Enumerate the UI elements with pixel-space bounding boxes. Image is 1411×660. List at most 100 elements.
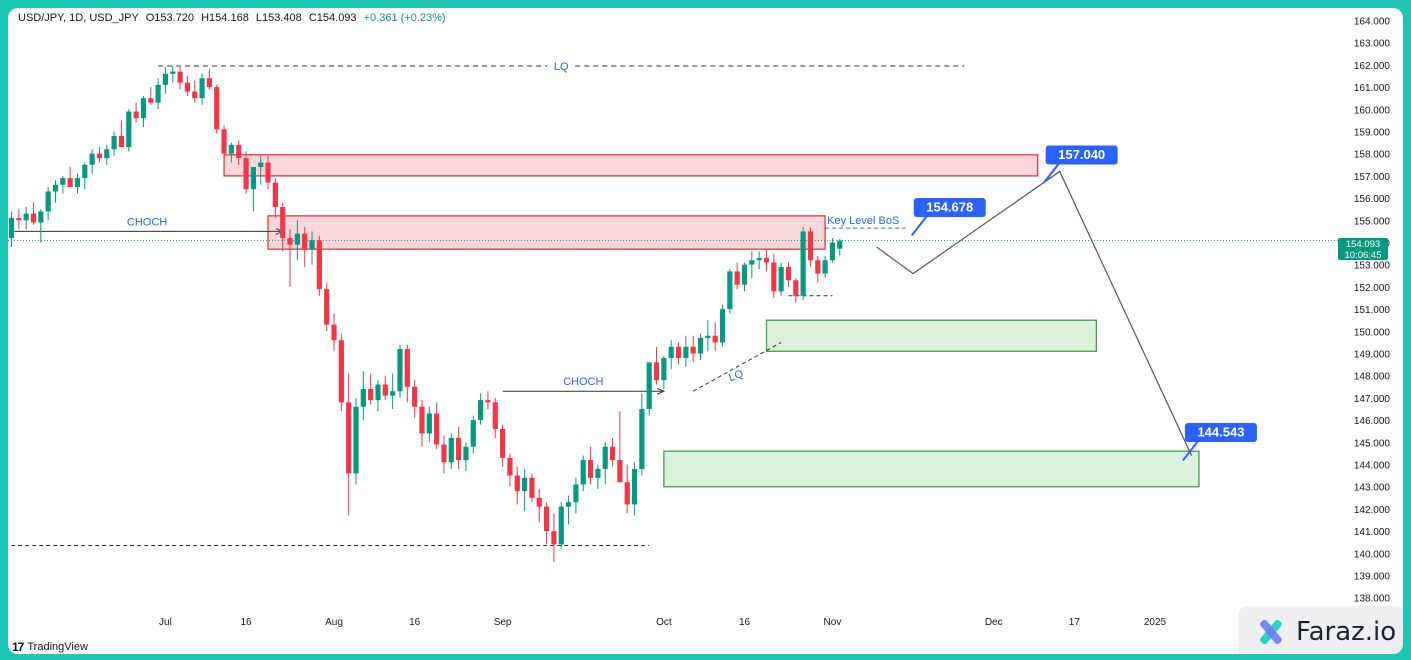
tradingview-label: TradingView	[27, 641, 88, 653]
target-price-label: 144.543	[1197, 424, 1244, 439]
candle-down	[287, 238, 293, 245]
candle-up	[426, 413, 432, 434]
open-value: 153.720	[154, 12, 195, 24]
supply-zone-1	[267, 215, 826, 250]
candle-down	[653, 362, 660, 381]
candle-down	[265, 162, 271, 183]
target-box	[1184, 422, 1257, 442]
target-price-label: 154.678	[926, 199, 973, 214]
candle-down	[272, 182, 278, 207]
y-tick-label: 162.000	[1354, 61, 1391, 72]
candle-up	[749, 260, 755, 265]
candle-down	[16, 218, 22, 221]
candle-down	[412, 386, 418, 407]
candle-up	[668, 346, 674, 358]
candle-up	[478, 400, 484, 421]
x-tick-label: Nov	[824, 617, 842, 628]
choch-label: CHOCH	[563, 376, 603, 388]
tradingview-logo[interactable]: 17 TradingView	[12, 640, 88, 654]
candle-down	[368, 389, 374, 401]
candle-down	[96, 153, 103, 159]
last-price-badge: 154.093 10:06:45	[1338, 238, 1388, 261]
candle-up	[558, 506, 564, 545]
candle-down	[206, 78, 213, 88]
y-tick-label: 153.000	[1354, 261, 1391, 272]
low-value: 153.408	[262, 12, 302, 24]
target-tag: 157.040	[1042, 145, 1118, 184]
candle-down	[280, 206, 286, 239]
faraz-logo-icon	[1260, 619, 1282, 645]
x-tick-label: 16	[739, 617, 751, 628]
liquidity-trend-label: LQ	[727, 368, 745, 384]
projection-path	[876, 170, 1193, 456]
candle-down	[609, 446, 616, 461]
candle-down	[536, 497, 542, 507]
candle-up	[52, 184, 59, 192]
candle-up	[778, 266, 784, 292]
candle-up	[170, 71, 176, 74]
x-tick-label: 2025	[1144, 617, 1167, 628]
candle-up	[294, 233, 300, 245]
candle-down	[441, 444, 447, 463]
low-label: L	[255, 12, 262, 24]
x-tick-label: 16	[240, 617, 252, 628]
liquidity-trendline	[692, 341, 782, 392]
candle-up	[375, 384, 381, 401]
candle-down	[192, 91, 198, 99]
candle-up	[829, 242, 836, 261]
candle-up	[162, 73, 169, 85]
target-pointer	[1182, 439, 1200, 462]
change-value: +0.361 (+0.23%)	[363, 12, 446, 24]
candle-down	[456, 437, 462, 461]
y-tick-label: 160.000	[1354, 105, 1391, 116]
candle-down	[712, 335, 718, 343]
candle-up	[38, 211, 44, 223]
candlestick-chart[interactable]: LQ CHOCH CHOCH LQ Key Level BoS 154.678 157.04…	[8, 8, 1403, 654]
y-tick-label: 163.000	[1354, 39, 1391, 50]
candle-up	[448, 437, 454, 463]
candle-down	[316, 240, 322, 290]
demand-zone-3	[663, 450, 1200, 488]
y-tick-label: 144.000	[1354, 461, 1391, 472]
candle-down	[507, 457, 513, 476]
candle-up	[463, 446, 469, 461]
candle-down	[785, 266, 792, 281]
candle-down	[177, 71, 183, 83]
candle-up	[74, 178, 81, 187]
y-tick-label: 152.000	[1354, 283, 1391, 294]
y-tick-label: 141.000	[1354, 527, 1391, 538]
demand-zone-2	[765, 319, 1097, 352]
candle-up	[697, 337, 704, 354]
candle-up	[756, 258, 762, 261]
candle-down	[485, 400, 491, 403]
target-box	[1045, 145, 1118, 165]
y-tick-label: 139.000	[1354, 572, 1391, 583]
candle-up	[639, 409, 645, 469]
candle-down	[734, 271, 740, 285]
liquidity-label: LQ	[554, 61, 569, 73]
candle-down	[118, 135, 125, 148]
candle-up	[8, 218, 15, 239]
candle-down	[587, 460, 594, 478]
target-price-label: 157.040	[1058, 147, 1105, 162]
candle-up	[646, 362, 652, 409]
candle-up	[522, 477, 528, 492]
candle-up	[470, 420, 476, 447]
y-tick-label: 140.000	[1354, 549, 1391, 560]
y-tick-label: 145.000	[1354, 438, 1391, 449]
candle-up	[45, 191, 51, 212]
target-tag: 154.678	[910, 197, 986, 237]
y-tick-label: 138.000	[1354, 594, 1391, 605]
symbol-label: USD/JPY, 1D, USD_JPY	[18, 12, 139, 24]
high-label: H	[201, 12, 210, 24]
y-tick-label: 151.000	[1354, 305, 1391, 316]
close-label: C	[308, 12, 317, 24]
candle-down	[133, 111, 139, 119]
y-tick-label: 147.000	[1354, 394, 1391, 405]
candle-down	[492, 402, 498, 429]
candle-up	[390, 391, 396, 396]
y-tick-label: 155.000	[1354, 216, 1391, 227]
candle-down	[148, 98, 154, 103]
candle-up	[309, 240, 315, 250]
candle-up	[573, 484, 579, 503]
